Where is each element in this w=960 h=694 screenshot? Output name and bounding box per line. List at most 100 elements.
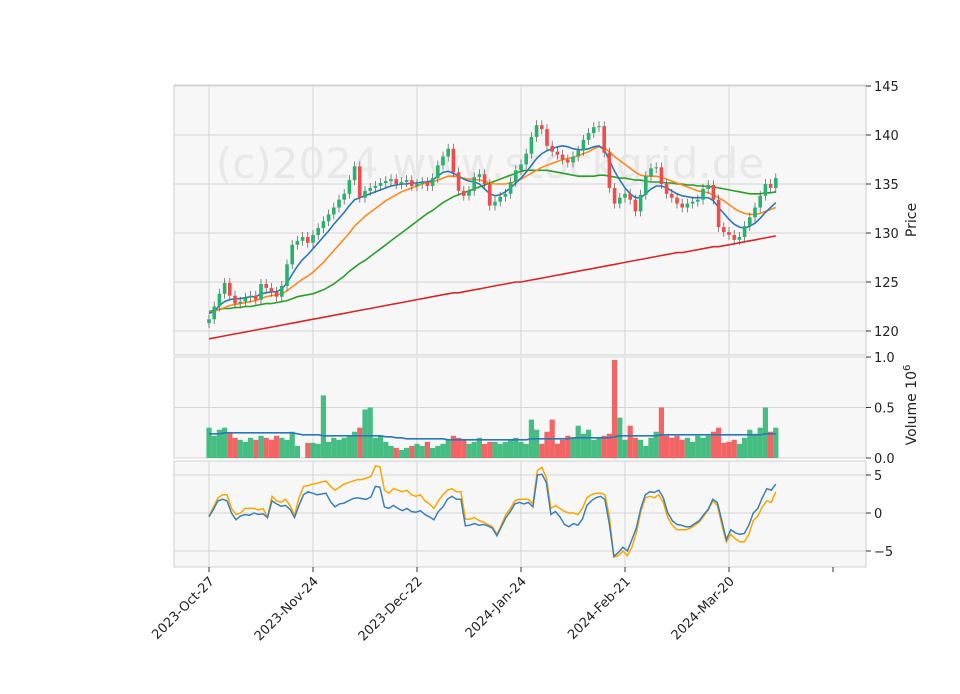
- candle-body: [456, 172, 461, 191]
- candle-body: [311, 234, 315, 243]
- volume-bar: [315, 443, 321, 458]
- volume-bar: [326, 441, 332, 458]
- candle-body: [576, 150, 580, 157]
- candle-body: [238, 301, 242, 304]
- volume-bar: [294, 445, 300, 458]
- candle-body: [519, 164, 523, 171]
- candle-body: [659, 167, 664, 184]
- candle-body: [774, 178, 778, 188]
- candle-body: [264, 283, 268, 288]
- candle-body: [675, 197, 679, 204]
- candle-body: [540, 125, 544, 130]
- volume-bar: [648, 437, 654, 458]
- volume-bar: [362, 409, 368, 458]
- candle-body: [347, 180, 352, 194]
- price-tick-label: 135: [874, 178, 899, 193]
- volume-bar: [721, 442, 727, 458]
- volume-bar: [461, 439, 467, 458]
- volume-bar: [695, 435, 701, 458]
- candle-body: [342, 193, 346, 200]
- candle-body: [274, 291, 279, 297]
- volume-bar: [742, 437, 748, 458]
- volume-tick-label: 0.0: [874, 452, 895, 467]
- volume-bar: [612, 360, 618, 458]
- volume-bar: [305, 442, 311, 458]
- volume-bar: [492, 441, 498, 458]
- candle-body: [207, 319, 211, 324]
- volume-bar: [341, 437, 347, 458]
- volume-bar: [622, 439, 628, 458]
- candle-body: [524, 153, 528, 165]
- volume-bar: [534, 429, 540, 458]
- candle-body: [436, 165, 440, 179]
- candle-body: [550, 145, 554, 152]
- volume-bar: [310, 442, 316, 458]
- volume-bar: [450, 435, 456, 458]
- candle-body: [472, 177, 476, 191]
- candle-body: [285, 264, 289, 286]
- volume-bar: [762, 407, 768, 458]
- candle-body: [623, 193, 627, 198]
- volume-axis-label: Volume 106: [902, 365, 920, 446]
- volume-panel: 0.0 0.5 1.0 Volume 106: [173, 351, 920, 467]
- volume-bar: [643, 445, 649, 458]
- price-panel: (c)2024 www.stockgrid.de 120125130135140…: [173, 80, 920, 356]
- volume-bar: [248, 437, 254, 458]
- candle-body: [592, 127, 596, 134]
- volume-bar: [768, 431, 774, 458]
- volume-bar: [471, 441, 477, 458]
- candle-body: [363, 190, 367, 198]
- candle-body: [503, 193, 508, 197]
- price-ma-long-line: [208, 235, 776, 340]
- volume-bar: [476, 437, 482, 458]
- candle-body: [269, 287, 274, 292]
- candle-body: [212, 306, 216, 320]
- candle-body: [690, 201, 695, 204]
- candle-body: [722, 227, 726, 233]
- volume-bar: [627, 425, 633, 458]
- candle-body: [410, 180, 414, 186]
- volume-bar: [508, 439, 514, 458]
- candle-body: [326, 214, 331, 222]
- x-tick-label: 2023-Dec-22: [356, 574, 426, 644]
- volume-bar: [357, 427, 363, 458]
- volume-tick-label: 0.5: [874, 402, 895, 417]
- candle-body: [394, 179, 398, 184]
- volume-bar: [705, 435, 711, 458]
- candle-body: [597, 126, 601, 128]
- volume-bar: [268, 439, 274, 458]
- volume-bar: [284, 439, 290, 458]
- candle-body: [618, 197, 622, 204]
- volume-bar: [232, 437, 238, 458]
- volume-bar: [482, 443, 488, 458]
- volume-bar: [716, 427, 722, 458]
- candle-body: [451, 148, 456, 173]
- oscillator-panel-frame: [173, 460, 867, 568]
- volume-bar: [388, 445, 394, 458]
- volume-bar: [378, 435, 384, 458]
- volume-bar: [710, 431, 716, 458]
- volume-bar: [539, 443, 545, 458]
- candle-body: [295, 240, 300, 245]
- volume-bar: [601, 435, 607, 458]
- candle-body: [384, 181, 388, 184]
- candle-body: [430, 178, 435, 186]
- candle-body: [602, 126, 606, 153]
- volume-bar: [747, 429, 753, 458]
- candle-body: [368, 187, 372, 191]
- candle-body: [243, 297, 248, 302]
- candle-body: [753, 207, 757, 218]
- candle-body: [332, 207, 336, 215]
- volume-bar: [736, 443, 742, 458]
- candle-body: [222, 282, 227, 294]
- oscillator-tick-label: 0: [874, 507, 882, 522]
- candle-body: [467, 190, 471, 196]
- candle-body: [555, 151, 560, 155]
- volume-bar: [274, 435, 280, 458]
- volume-bar: [409, 445, 415, 458]
- volume-bar: [211, 435, 217, 458]
- candle-body: [316, 228, 320, 235]
- price-tick-label: 140: [874, 129, 899, 144]
- candle-body: [586, 133, 591, 140]
